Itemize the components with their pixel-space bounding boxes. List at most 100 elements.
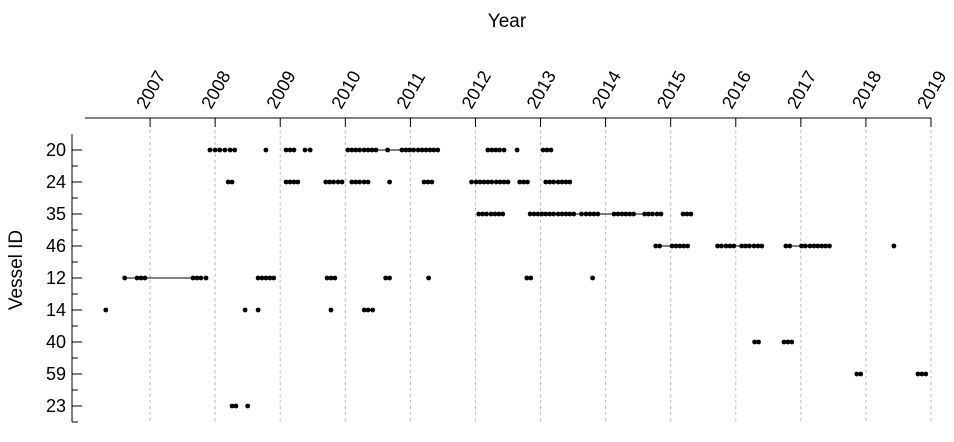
point — [783, 243, 789, 249]
point — [323, 179, 329, 185]
x-tick-label: 2011 — [393, 68, 430, 112]
point — [915, 371, 921, 377]
point — [650, 211, 655, 217]
point — [134, 275, 140, 281]
point — [685, 243, 691, 249]
point — [923, 371, 929, 377]
point — [271, 275, 277, 281]
point — [295, 179, 301, 185]
point — [267, 275, 273, 281]
point — [385, 147, 391, 153]
point — [807, 243, 813, 249]
point — [291, 179, 297, 185]
point — [485, 179, 491, 185]
point — [551, 211, 556, 217]
y-tick-label: 24 — [46, 172, 66, 192]
point — [785, 339, 791, 345]
point — [229, 403, 235, 409]
point — [357, 147, 363, 153]
point — [411, 147, 417, 153]
point — [415, 147, 421, 153]
y-tick-label: 12 — [46, 268, 66, 288]
point — [190, 275, 196, 281]
point — [387, 275, 392, 281]
point — [669, 243, 675, 249]
point — [684, 211, 690, 217]
point — [505, 179, 511, 185]
point — [489, 179, 495, 185]
point — [217, 147, 223, 153]
point — [688, 211, 694, 217]
point — [543, 211, 549, 217]
point — [501, 147, 507, 153]
point — [476, 211, 482, 217]
point — [357, 179, 363, 185]
point — [493, 179, 499, 185]
x-tick-label: 2015 — [653, 67, 690, 112]
point — [423, 147, 429, 153]
point — [548, 147, 554, 153]
point — [547, 211, 553, 217]
point — [819, 243, 825, 249]
point — [543, 179, 549, 185]
x-tick-label: 2018 — [848, 67, 885, 112]
point — [787, 243, 793, 249]
point — [756, 339, 761, 345]
point — [383, 275, 389, 281]
y-tick-label: 59 — [46, 364, 66, 384]
point — [227, 147, 233, 153]
point — [263, 147, 269, 153]
point — [259, 275, 265, 281]
y-tick-label: 20 — [46, 140, 66, 160]
point — [854, 371, 860, 377]
point — [567, 179, 573, 185]
x-tick-label: 2017 — [783, 67, 820, 112]
point — [540, 147, 546, 153]
point — [331, 179, 336, 185]
point — [642, 211, 648, 217]
point — [653, 243, 659, 249]
point — [615, 211, 621, 217]
point — [327, 179, 333, 185]
point — [646, 211, 651, 217]
point — [361, 307, 367, 313]
point — [283, 179, 289, 185]
point — [365, 307, 371, 313]
x-tick-label: 2019 — [913, 67, 950, 112]
point — [595, 211, 601, 217]
point — [335, 179, 341, 185]
point — [677, 243, 683, 249]
point — [194, 275, 200, 281]
point — [527, 211, 533, 217]
point — [302, 147, 308, 153]
point — [480, 211, 486, 217]
point — [361, 147, 367, 153]
y-tick-label: 23 — [46, 396, 66, 416]
point — [755, 243, 761, 249]
point — [919, 371, 925, 377]
point — [429, 179, 435, 185]
point — [544, 147, 550, 153]
point — [307, 147, 313, 153]
x-tick-label: 2010 — [327, 67, 364, 112]
point — [365, 147, 371, 153]
point — [500, 211, 506, 217]
point — [567, 211, 573, 217]
point — [481, 179, 487, 185]
point — [212, 147, 218, 153]
point — [419, 147, 425, 153]
point — [681, 243, 687, 249]
point — [719, 243, 724, 249]
point — [496, 211, 502, 217]
point — [493, 147, 499, 153]
point — [435, 147, 441, 153]
point — [611, 211, 617, 217]
point — [103, 307, 109, 313]
point — [723, 243, 729, 249]
point — [222, 147, 228, 153]
point — [349, 147, 355, 153]
point — [225, 179, 231, 185]
point — [349, 179, 355, 185]
point — [492, 211, 498, 217]
point — [501, 179, 507, 185]
